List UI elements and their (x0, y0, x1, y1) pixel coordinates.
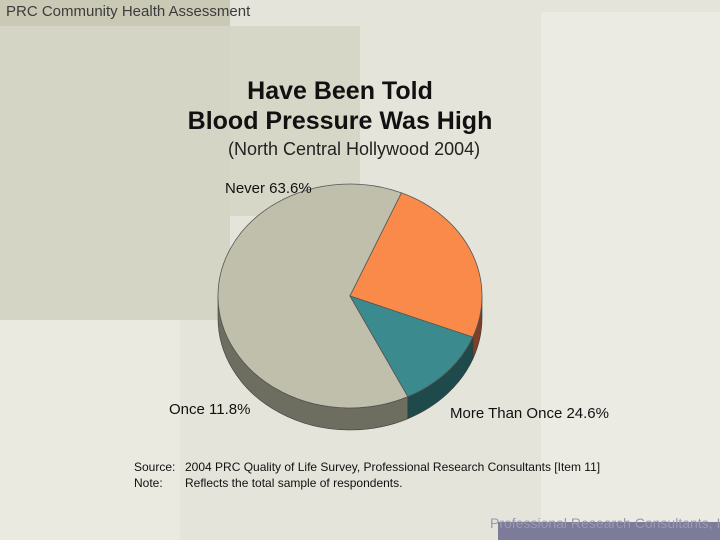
source-row: Source: 2004 PRC Quality of Life Survey, … (134, 459, 600, 475)
chart-title-line-2: Blood Pressure Was High (187, 107, 493, 135)
note-text: Reflects the total sample of respondents… (185, 476, 403, 490)
source-key: Source: (134, 460, 176, 474)
chart-subtitle: (North Central Hollywood 2004) (228, 139, 481, 159)
footer-text: Professional Research Consultants, Inc. (490, 515, 720, 531)
note-key: Note: (134, 476, 163, 490)
pie-slice-more-than-once (349, 192, 483, 338)
source-note: Source: 2004 PRC Quality of Life Survey, … (134, 459, 600, 491)
pie-slice-once (349, 295, 474, 398)
header-title: PRC Community Health Assessment (6, 3, 251, 20)
background-panel (0, 320, 180, 540)
header-strip (0, 0, 230, 26)
note-row: Note: Reflects the total sample of respon… (134, 475, 600, 491)
pie-slice-never (217, 183, 409, 409)
slice-label-more-than-once: More Than Once 24.6% (450, 405, 609, 422)
source-text: 2004 PRC Quality of Life Survey, Profess… (185, 460, 601, 474)
slice-label-once: Once 11.8% (169, 401, 251, 418)
slice-label-never: Never 63.6% (225, 180, 312, 197)
background-panel (0, 0, 230, 320)
chart-title-line-1: Have Been Told (247, 77, 433, 105)
background-panel (541, 12, 720, 522)
footer-bar (498, 522, 720, 540)
